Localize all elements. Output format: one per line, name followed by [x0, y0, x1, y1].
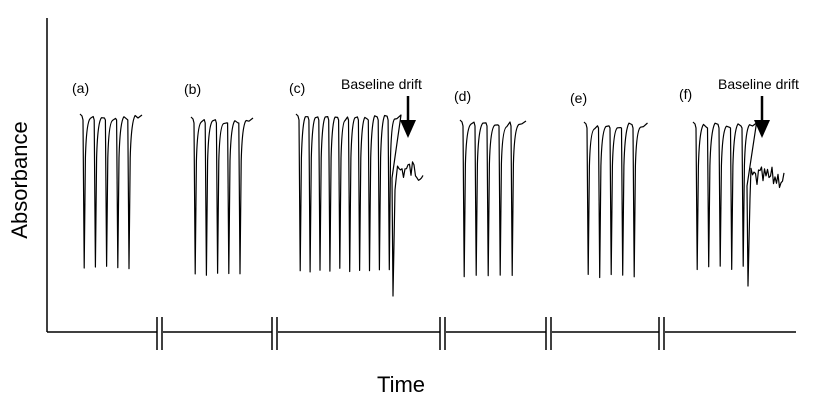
x-axis-title: Time [377, 372, 425, 397]
traces [79, 113, 785, 297]
trace-panel-a [79, 113, 143, 270]
trace-panel-e [583, 121, 648, 279]
arrow-icon-f [754, 96, 770, 138]
trace-panel-c [295, 113, 424, 297]
panel-label-e: (e) [570, 90, 587, 106]
panel-label-b: (b) [184, 81, 201, 97]
panel-label-c: (c) [289, 80, 305, 96]
panel-label-f: (f) [679, 86, 692, 102]
axis-break-5 [658, 317, 665, 350]
baseline-drift-label-f: Baseline drift [718, 76, 799, 92]
axis-break-1 [156, 317, 163, 350]
axis-break-3 [439, 317, 446, 350]
arrow-icon-c [400, 96, 416, 138]
trace-panel-b [190, 116, 254, 276]
axis-break-2 [271, 317, 278, 350]
axis-break-4 [545, 317, 552, 350]
trace-panel-d [459, 119, 527, 278]
trace-panel-f [692, 121, 785, 287]
panel-label-a: (a) [72, 80, 89, 96]
y-axis-title: Absorbance [7, 121, 32, 238]
panel-label-d: (d) [454, 88, 471, 104]
baseline-drift-label-c: Baseline drift [341, 76, 422, 92]
